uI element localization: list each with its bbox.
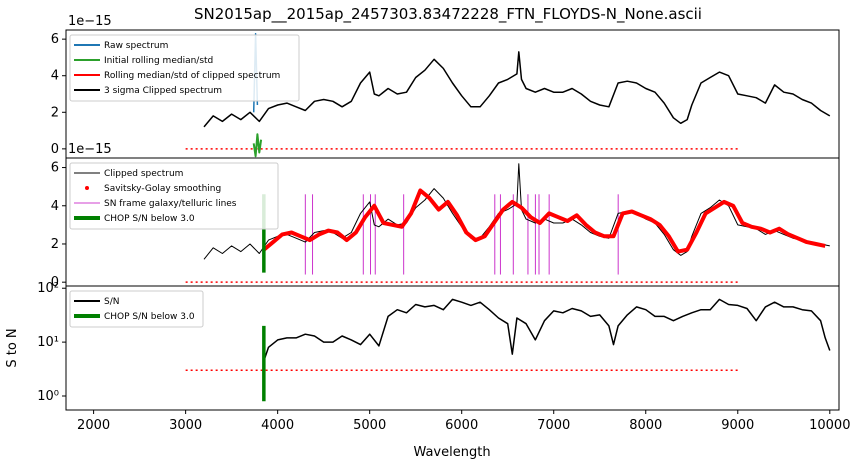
- legend-entry: CHOP S/N below 3.0: [104, 312, 195, 322]
- middle-legend: [69, 162, 279, 230]
- clipped-spectrum-line: [203, 163, 830, 260]
- sn-line: [263, 298, 831, 362]
- savgol-smoothing-line: [262, 188, 826, 254]
- x-tick-label: 8000: [629, 418, 662, 433]
- y-axis-label: S to N: [5, 328, 20, 367]
- bottom-legend: [69, 290, 204, 328]
- legend-entry: Clipped spectrum: [104, 169, 183, 179]
- top-ytick-label: 6: [51, 32, 59, 47]
- top-ytick-label: 2: [51, 105, 59, 120]
- legend-entry: Initial rolling median/std: [104, 56, 213, 66]
- bottom-ytick-label: 10⁰: [37, 389, 59, 404]
- x-tick-label: 10000: [809, 418, 850, 433]
- middle-ytick-label: 0: [51, 275, 59, 290]
- x-axis-label: Wavelength: [413, 445, 490, 460]
- x-tick-label: 5000: [353, 418, 386, 433]
- legend-entry: S/N: [104, 297, 119, 307]
- bottom-ytick-label: 10²: [37, 281, 59, 296]
- legend-entry: SN frame galaxy/telluric lines: [104, 199, 237, 209]
- legend-marker: [85, 186, 89, 190]
- top-ytick-label: 0: [51, 142, 59, 157]
- x-tick-label: 9000: [721, 418, 754, 433]
- x-tick-label: 3000: [169, 418, 202, 433]
- x-tick-label: 4000: [261, 418, 294, 433]
- x-tick-label: 6000: [445, 418, 478, 433]
- initial-rolling-line: [252, 133, 263, 158]
- x-tick-label: 7000: [537, 418, 570, 433]
- chart-title: SN2015ap__2015ap_2457303.83472228_FTN_FL…: [194, 5, 702, 24]
- x-tick-label: 2000: [77, 418, 110, 433]
- middle-ytick-label: 4: [51, 199, 59, 214]
- middle-offset-label: 1e−15: [68, 142, 112, 157]
- clipped-spectrum-line: [203, 51, 831, 128]
- legend-entry: Raw spectrum: [104, 41, 168, 51]
- legend-entry: CHOP S/N below 3.0: [104, 214, 195, 224]
- bottom-ytick-label: 10¹: [37, 335, 59, 350]
- top-legend: [69, 34, 300, 102]
- legend-entry: 3 sigma Clipped spectrum: [104, 86, 222, 96]
- legend-entry: Rolling median/std of clipped spectrum: [104, 71, 280, 81]
- legend-entry: Savitsky-Golay smoothing: [104, 184, 221, 194]
- middle-ytick-label: 2: [51, 237, 59, 252]
- bottom-panel-frame: [65, 285, 840, 411]
- top-ytick-label: 4: [51, 69, 59, 84]
- top-offset-label: 1e−15: [68, 14, 112, 29]
- middle-ytick-label: 6: [51, 161, 59, 176]
